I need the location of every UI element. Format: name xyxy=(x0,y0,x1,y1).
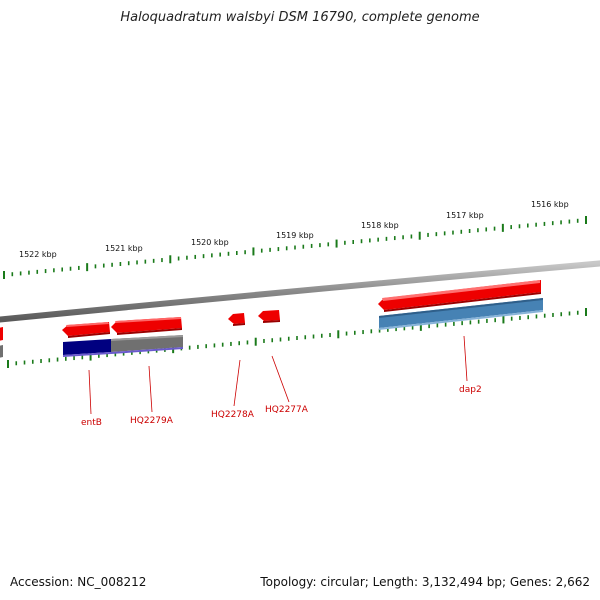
feature-gray-HQ2279A xyxy=(111,335,183,354)
cds-left-edge xyxy=(0,327,3,341)
leader-line-HQ2278A xyxy=(233,359,241,407)
leader-line-HQ2277A xyxy=(271,355,290,403)
genome-backbone xyxy=(0,260,600,323)
leader-line-HQ2279A xyxy=(148,365,153,413)
feature-navy-entB xyxy=(63,339,111,357)
leader-line-dap2 xyxy=(463,335,468,382)
gene-label-HQ2278A: HQ2278A xyxy=(211,410,255,420)
genome-title: Haloquadratum walsbyi DSM 16790, complet… xyxy=(120,10,480,25)
gene-label-HQ2277A: HQ2277A xyxy=(265,405,309,415)
ruler-label-1520: 1520 kbp xyxy=(191,238,229,247)
cds-HQ2277A xyxy=(258,310,280,323)
leader-line-entB xyxy=(88,369,92,415)
cds-HQ2279A xyxy=(111,317,182,335)
ruler-label-1521: 1521 kbp xyxy=(105,244,143,253)
inner-ruler-ticks xyxy=(7,308,587,368)
feature-blue-dap2 xyxy=(379,298,543,330)
ruler-label-1517: 1517 kbp xyxy=(446,211,484,220)
cds-entB xyxy=(62,322,110,338)
cds-HQ2278A xyxy=(228,313,245,326)
footer-accession: Accession: NC_008212 xyxy=(10,575,147,589)
gene-label-dap2: dap2 xyxy=(459,385,482,395)
ruler-label-1522: 1522 kbp xyxy=(19,250,57,259)
gene-label-HQ2279A: HQ2279A xyxy=(130,416,174,426)
ruler-label-1516: 1516 kbp xyxy=(531,200,569,209)
ruler-label-1519: 1519 kbp xyxy=(276,231,314,240)
gene-label-entB: entB xyxy=(81,418,102,428)
footer-stats: Topology: circular; Length: 3,132,494 bp… xyxy=(260,575,590,589)
ruler-label-1518: 1518 kbp xyxy=(361,221,399,230)
feature-gray-left xyxy=(0,345,3,358)
outer-ruler-ticks xyxy=(3,216,587,279)
cds-dap2 xyxy=(378,280,541,312)
